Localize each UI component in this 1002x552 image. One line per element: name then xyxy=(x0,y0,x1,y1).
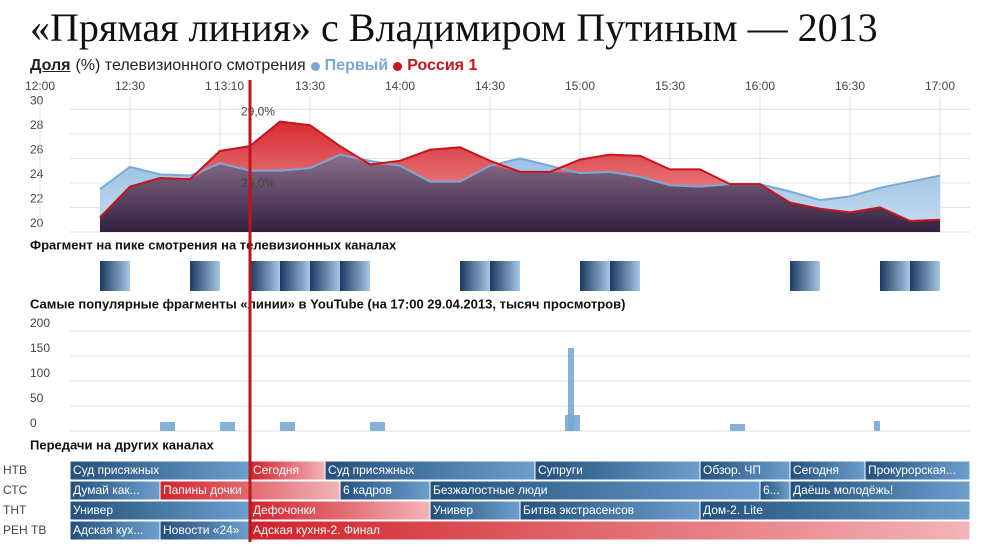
fragment xyxy=(310,261,340,291)
y-tick-label: 20 xyxy=(30,216,44,230)
y-tick-label: 22 xyxy=(30,192,44,206)
section-title: Фрагмент на пике смотрения на телевизион… xyxy=(30,237,397,252)
legend-dot xyxy=(393,61,403,71)
section-title: Передачи на других каналах xyxy=(30,437,215,452)
program-title: Думай как... xyxy=(73,483,140,497)
program-title: Суд присяжных xyxy=(328,463,414,477)
line xyxy=(99,120,941,222)
y-tick-label: 50 xyxy=(30,391,44,405)
program-title: Сегодня xyxy=(793,463,839,477)
fragment xyxy=(790,261,820,291)
program-title: Прокурорская... xyxy=(868,463,956,477)
program-title: Универ xyxy=(73,503,113,517)
program-title: Дом-2. Lite xyxy=(703,503,763,517)
x-tick-label: 12:30 xyxy=(115,79,145,93)
title: «Прямая линия» с Владимиром Путиным — 20… xyxy=(30,5,878,50)
x-tick-label: 14:30 xyxy=(475,79,505,93)
y-tick-label: 26 xyxy=(30,143,44,157)
fragment xyxy=(190,261,220,291)
value-label: 25,0% xyxy=(241,176,275,190)
y-tick-label: 200 xyxy=(30,316,50,330)
subtitle-text: (%) телевизионного смотрения xyxy=(75,57,306,74)
area-overlap xyxy=(100,154,940,232)
fragment xyxy=(580,261,610,291)
channel-label: СТС xyxy=(3,483,28,497)
line xyxy=(99,153,941,202)
program xyxy=(789,480,971,501)
program xyxy=(864,460,971,481)
fragment xyxy=(280,261,310,291)
x-tick-label: 12:00 xyxy=(25,79,55,93)
y-tick-label: 100 xyxy=(30,366,50,380)
fragment xyxy=(910,261,940,291)
bar xyxy=(280,422,295,431)
program-title: Битва экстрасенсов xyxy=(523,503,634,517)
program-title: Папины дочки xyxy=(163,483,242,497)
fragment xyxy=(340,261,370,291)
bar xyxy=(730,424,745,431)
legend-label: Россия 1 xyxy=(407,57,478,74)
program-title: Адская кухня-2. Финал xyxy=(253,523,380,537)
annotation-bg xyxy=(212,79,246,95)
x-tick-label: 16:00 xyxy=(745,79,775,93)
channel-label: НТВ xyxy=(3,463,27,477)
program-title: Дефочонки xyxy=(253,503,316,517)
annotation-label: 13:10 xyxy=(214,79,244,93)
program xyxy=(699,500,971,521)
fragment xyxy=(490,261,520,291)
program-title: Супруги xyxy=(538,463,583,477)
y-tick-label: 0 xyxy=(30,416,37,430)
y-tick-label: 24 xyxy=(30,167,44,181)
fragment xyxy=(250,261,280,291)
fragment xyxy=(460,261,490,291)
bar xyxy=(370,422,385,431)
program-title: Обзор. ЧП xyxy=(703,463,761,477)
channel-label: ТНТ xyxy=(3,503,27,517)
subtitle-lead: Доля xyxy=(30,57,71,74)
bar xyxy=(568,348,574,431)
legend-dot xyxy=(310,61,320,71)
bar xyxy=(160,422,175,431)
y-tick-label: 30 xyxy=(30,93,44,107)
value-label: 29,0% xyxy=(241,105,275,119)
x-tick-label: 15:30 xyxy=(655,79,685,93)
x-tick-label: 15:00 xyxy=(565,79,595,93)
legend-label: Первый xyxy=(324,57,389,74)
program-title: Новости «24» xyxy=(163,523,240,537)
program-title: Универ xyxy=(433,503,473,517)
program-title: 6... xyxy=(763,483,780,497)
x-tick-label: 17:00 xyxy=(925,79,955,93)
bar xyxy=(220,422,235,431)
y-tick-label: 150 xyxy=(30,341,50,355)
section-title: Самые популярные фрагменты «линии» в You… xyxy=(30,296,625,311)
y-tick-label: 28 xyxy=(30,118,44,132)
bar xyxy=(874,421,880,431)
program-title: Суд присяжных xyxy=(73,463,159,477)
x-tick-label: 13:30 xyxy=(295,79,325,93)
fragment xyxy=(610,261,640,291)
fragment xyxy=(100,261,130,291)
channel-label: РЕН ТВ xyxy=(3,523,46,537)
program-title: Адская кух... xyxy=(73,523,143,537)
program-title: 6 кадров xyxy=(343,483,392,497)
program-title: Сегодня xyxy=(253,463,299,477)
fragment xyxy=(880,261,910,291)
program-title: Безжалостные люди xyxy=(433,483,548,497)
x-tick-label: 16:30 xyxy=(835,79,865,93)
subtitle: Доля (%) телевизионного смотрения Первый… xyxy=(30,55,477,77)
x-tick-label: 14:00 xyxy=(385,79,415,93)
program-title: Даёшь молодёжь! xyxy=(793,483,893,497)
